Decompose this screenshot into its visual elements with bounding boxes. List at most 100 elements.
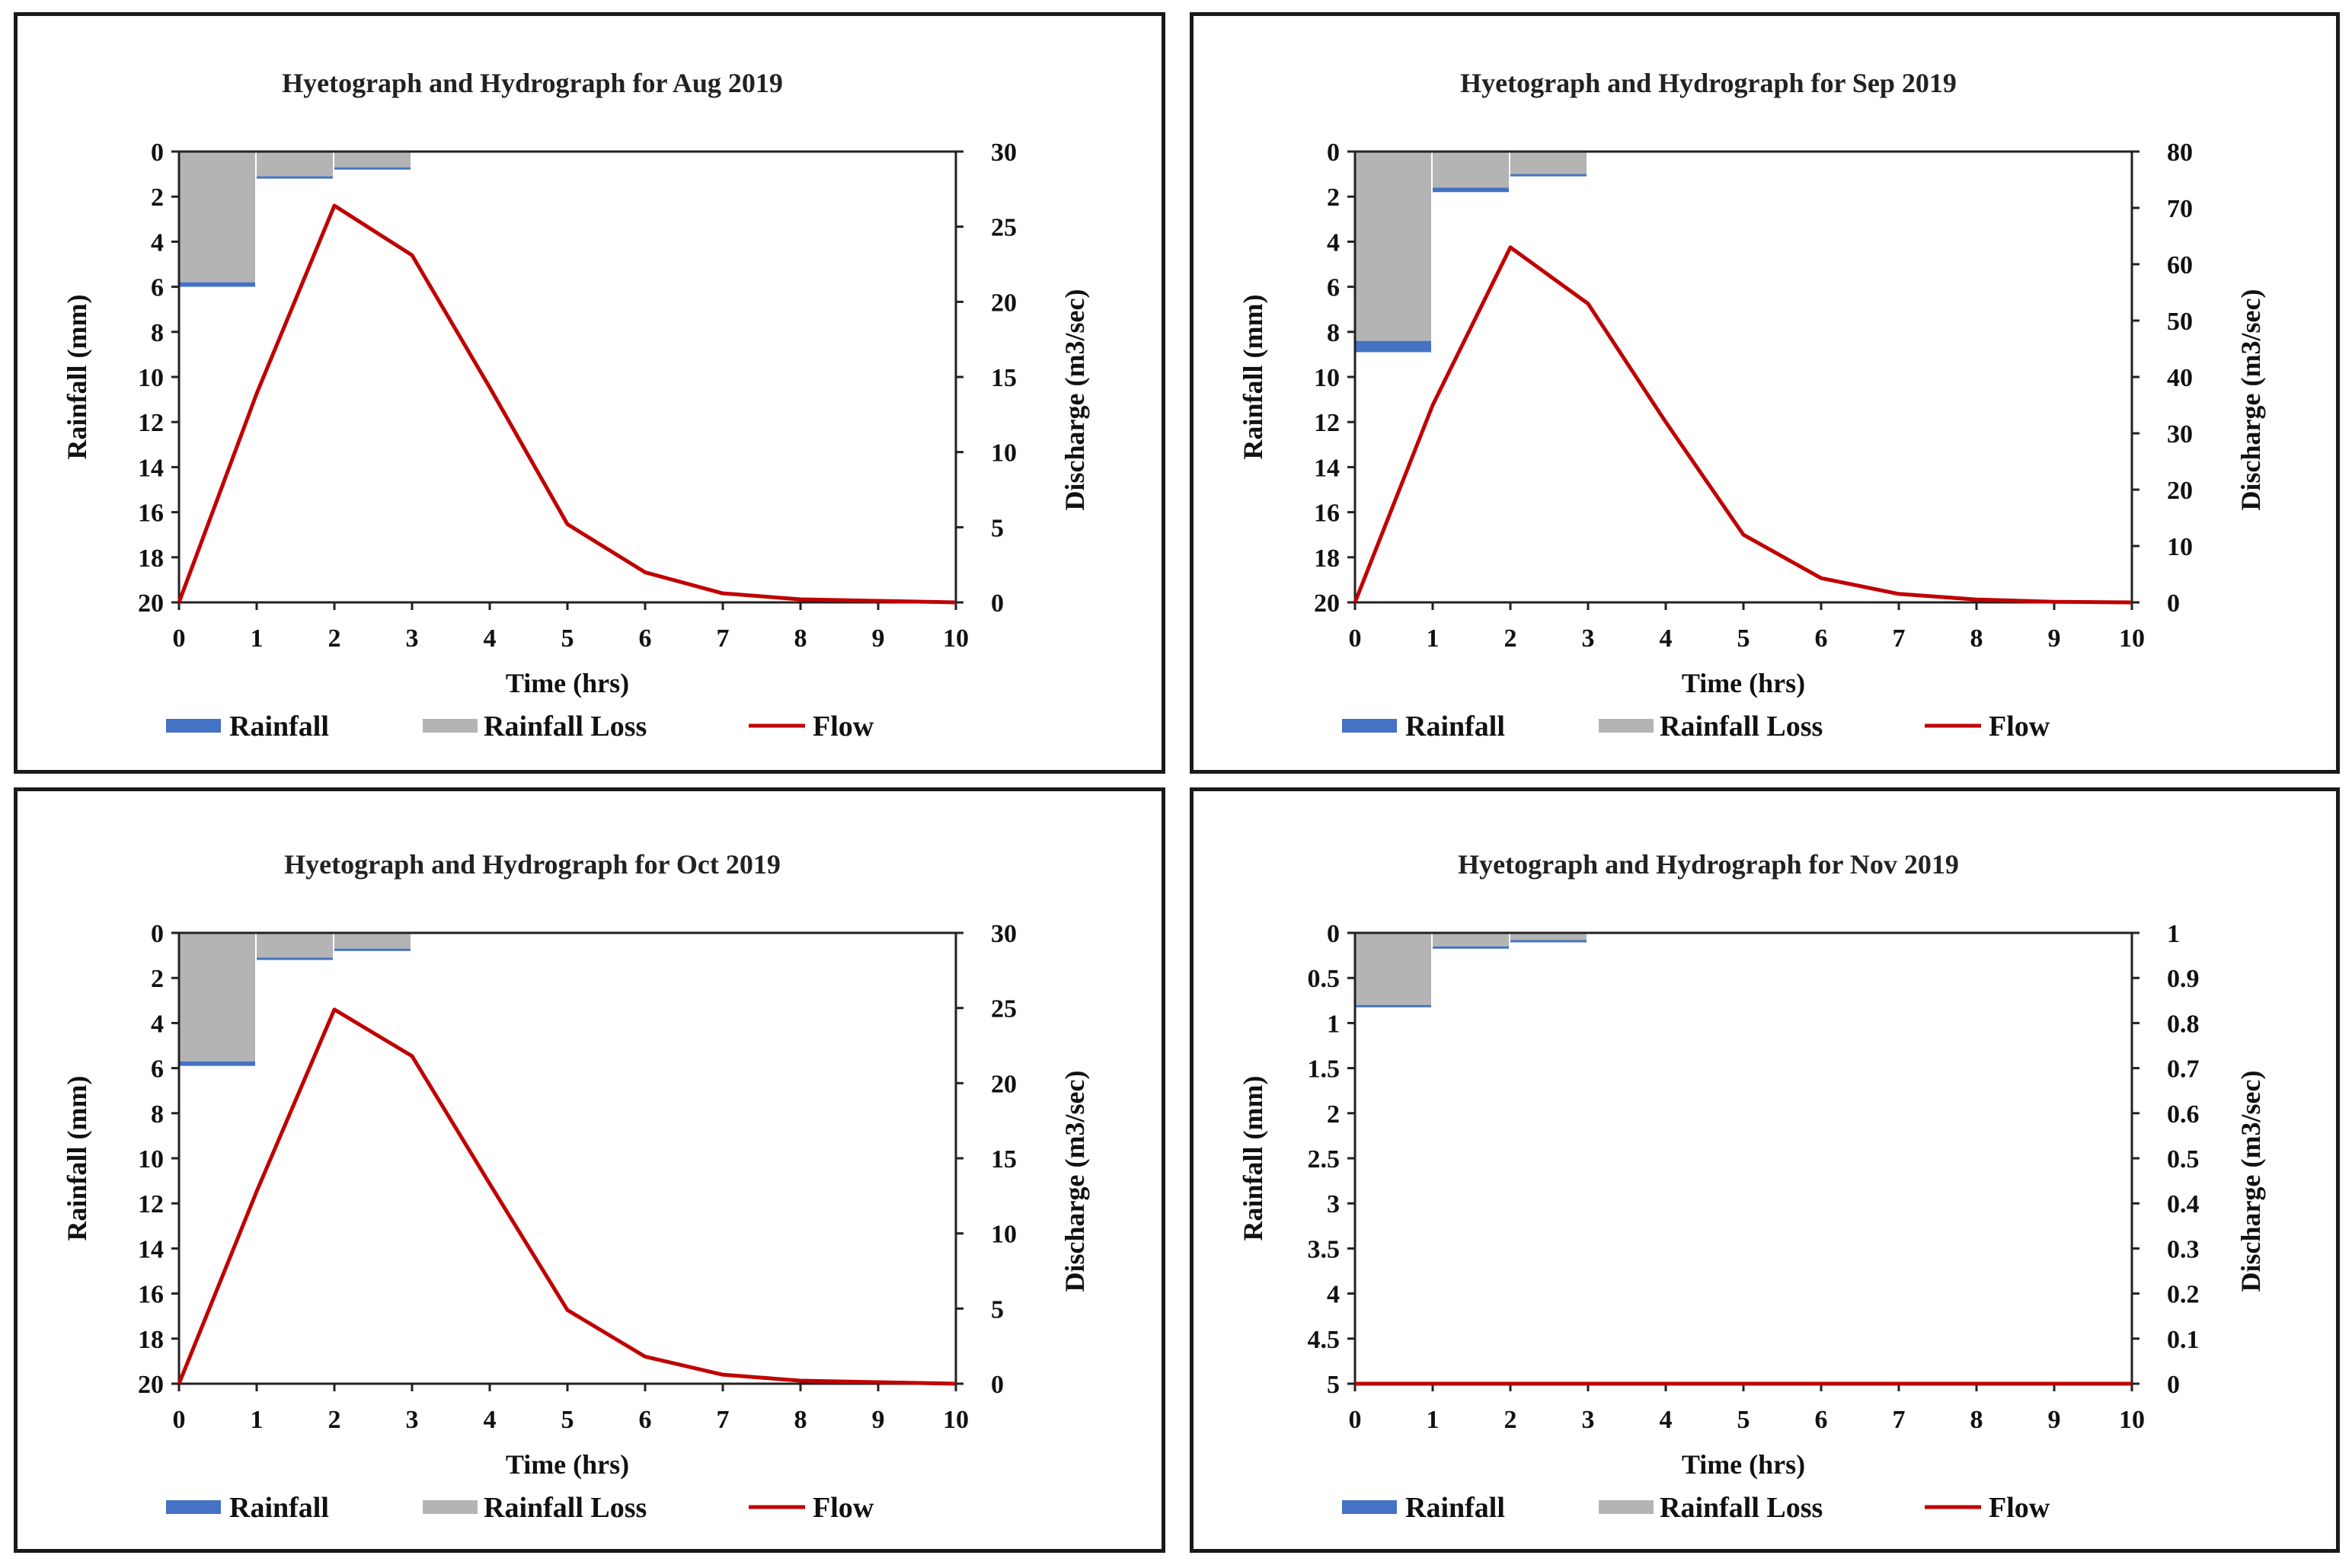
x-tick-label: 4: [1660, 1406, 1673, 1434]
x-tick-label: 4: [484, 624, 497, 653]
plot-area: [1353, 931, 2133, 1385]
y2-tick-label: 5: [991, 514, 1004, 542]
y2-axis-label: Discharge (m3/sec): [1059, 1071, 1090, 1292]
legend-label-rainfall: Rainfall: [1405, 711, 1505, 742]
y2-tick-label: 70: [2167, 195, 2193, 223]
x-tick-label: 3: [1582, 624, 1595, 653]
y2-axis-label: Discharge (m3/sec): [1059, 289, 1090, 511]
legend-label-flow: Flow: [813, 711, 874, 742]
x-axis-label: Time (hrs): [1682, 668, 1805, 698]
chart-svg: Hyetograph and Hydrograph for Oct 2019 0 1…: [62, 849, 1090, 1524]
y-tick-label: 4: [151, 1010, 164, 1038]
y2-tick-label: 25: [991, 995, 1017, 1024]
y-tick-label: 0.5: [1308, 965, 1341, 993]
y-tick-label: 18: [138, 544, 164, 573]
x-tick-label: 6: [639, 624, 652, 653]
rainfall-bar: [334, 948, 411, 951]
rainfall-loss-bar: [1510, 933, 1587, 940]
x-tick-label: 7: [717, 624, 730, 653]
y-tick-label: 16: [138, 500, 164, 528]
y-tick-label: 1: [1327, 1010, 1340, 1038]
y-tick-label: 20: [1314, 589, 1340, 618]
x-tick-label: 4: [484, 1406, 497, 1434]
rainfall-bar: [1510, 174, 1587, 177]
y2-tick-label: 10: [991, 1221, 1017, 1249]
y2-tick-label: 20: [991, 1070, 1017, 1098]
rainfall-loss-bar: [179, 933, 255, 1062]
y2-tick-label: 0.3: [2167, 1235, 2200, 1263]
y-tick-label: 8: [1327, 319, 1340, 347]
x-tick-label: 10: [2119, 624, 2145, 653]
y-tick-label: 2: [151, 184, 164, 212]
legend-label-flow: Flow: [1989, 1492, 2050, 1524]
y2-tick-label: 0.7: [2167, 1055, 2200, 1084]
y2-tick-label: 0: [2167, 1371, 2180, 1399]
rainfall-bar: [1355, 340, 1431, 353]
legend-swatch-rainfall: [166, 1500, 221, 1514]
y-tick-label: 4: [1327, 228, 1340, 257]
y-tick-label: 20: [138, 1371, 164, 1399]
legend-swatch-rainfall: [1342, 719, 1397, 733]
y2-tick-label: 0.8: [2167, 1010, 2200, 1038]
x-axis-label: Time (hrs): [1682, 1449, 1805, 1480]
rainfall-loss-bar: [334, 152, 411, 168]
x-tick-label: 10: [943, 1406, 969, 1434]
x-tick-label: 0: [1349, 624, 1362, 653]
x-axis-label: Time (hrs): [506, 1449, 629, 1480]
y-tick-label: 0: [151, 920, 164, 948]
y2-tick-label: 50: [2167, 308, 2193, 336]
legend-label-rainfall: Rainfall: [229, 711, 329, 742]
x-tick-label: 5: [561, 624, 574, 653]
y-tick-label: 2.5: [1308, 1145, 1341, 1174]
flow-line: [1353, 245, 2133, 605]
y-tick-label: 2: [1327, 184, 1340, 212]
y-axis-label: Rainfall (mm): [62, 1076, 92, 1241]
chart-title: Hyetograph and Hydrograph for Aug 2019: [282, 68, 783, 98]
y2-tick-label: 0: [2167, 589, 2180, 618]
y2-tick-label: 0.4: [2167, 1190, 2200, 1218]
rainfall-loss-bar: [1510, 152, 1587, 174]
rainfall-loss-bar: [257, 152, 333, 177]
y2-tick-label: 15: [991, 364, 1017, 392]
chart-title: Hyetograph and Hydrograph for Nov 2019: [1458, 849, 1959, 880]
y-tick-label: 2: [151, 965, 164, 993]
chart-panel-oct: Hyetograph and Hydrograph for Oct 2019 0 1…: [14, 787, 1165, 1553]
x-tick-label: 6: [1815, 624, 1828, 653]
y-tick-label: 0: [1327, 920, 1340, 948]
y2-tick-label: 60: [2167, 251, 2193, 279]
legend-swatch-rainfall-loss: [423, 719, 478, 733]
rainfall-bar: [1510, 940, 1587, 943]
y-axis-label: Rainfall (mm): [62, 295, 92, 460]
chart-title: Hyetograph and Hydrograph for Oct 2019: [284, 849, 781, 880]
y-tick-label: 14: [1314, 454, 1340, 482]
y-tick-label: 3.5: [1308, 1235, 1341, 1263]
y2-tick-label: 30: [991, 139, 1017, 167]
y-tick-label: 14: [138, 454, 164, 482]
rainfall-bar: [334, 167, 411, 170]
x-tick-label: 9: [872, 624, 885, 653]
y-tick-label: 10: [1314, 364, 1340, 392]
y-tick-label: 8: [151, 1100, 164, 1129]
x-tick-label: 10: [2119, 1406, 2145, 1434]
y-tick-label: 12: [138, 1190, 164, 1218]
x-tick-label: 6: [1815, 1406, 1828, 1434]
y-tick-label: 18: [1314, 544, 1340, 573]
x-tick-label: 4: [1660, 624, 1673, 653]
x-tick-label: 8: [794, 624, 807, 653]
x-tick-label: 0: [173, 624, 186, 653]
y-tick-label: 16: [138, 1281, 164, 1309]
x-tick-label: 2: [1504, 1406, 1517, 1434]
y-tick-label: 12: [138, 409, 164, 437]
rainfall-bar: [257, 957, 333, 960]
y-tick-label: 20: [138, 589, 164, 618]
y2-tick-label: 0.1: [2167, 1326, 2200, 1354]
rainfall-bar: [1433, 946, 1509, 949]
y-tick-label: 18: [138, 1326, 164, 1354]
legend-label-rainfall: Rainfall: [229, 1492, 329, 1524]
x-tick-label: 2: [328, 624, 341, 653]
y-tick-label: 8: [151, 319, 164, 347]
y2-tick-label: 10: [991, 439, 1017, 468]
rainfall-bar: [1433, 187, 1509, 193]
